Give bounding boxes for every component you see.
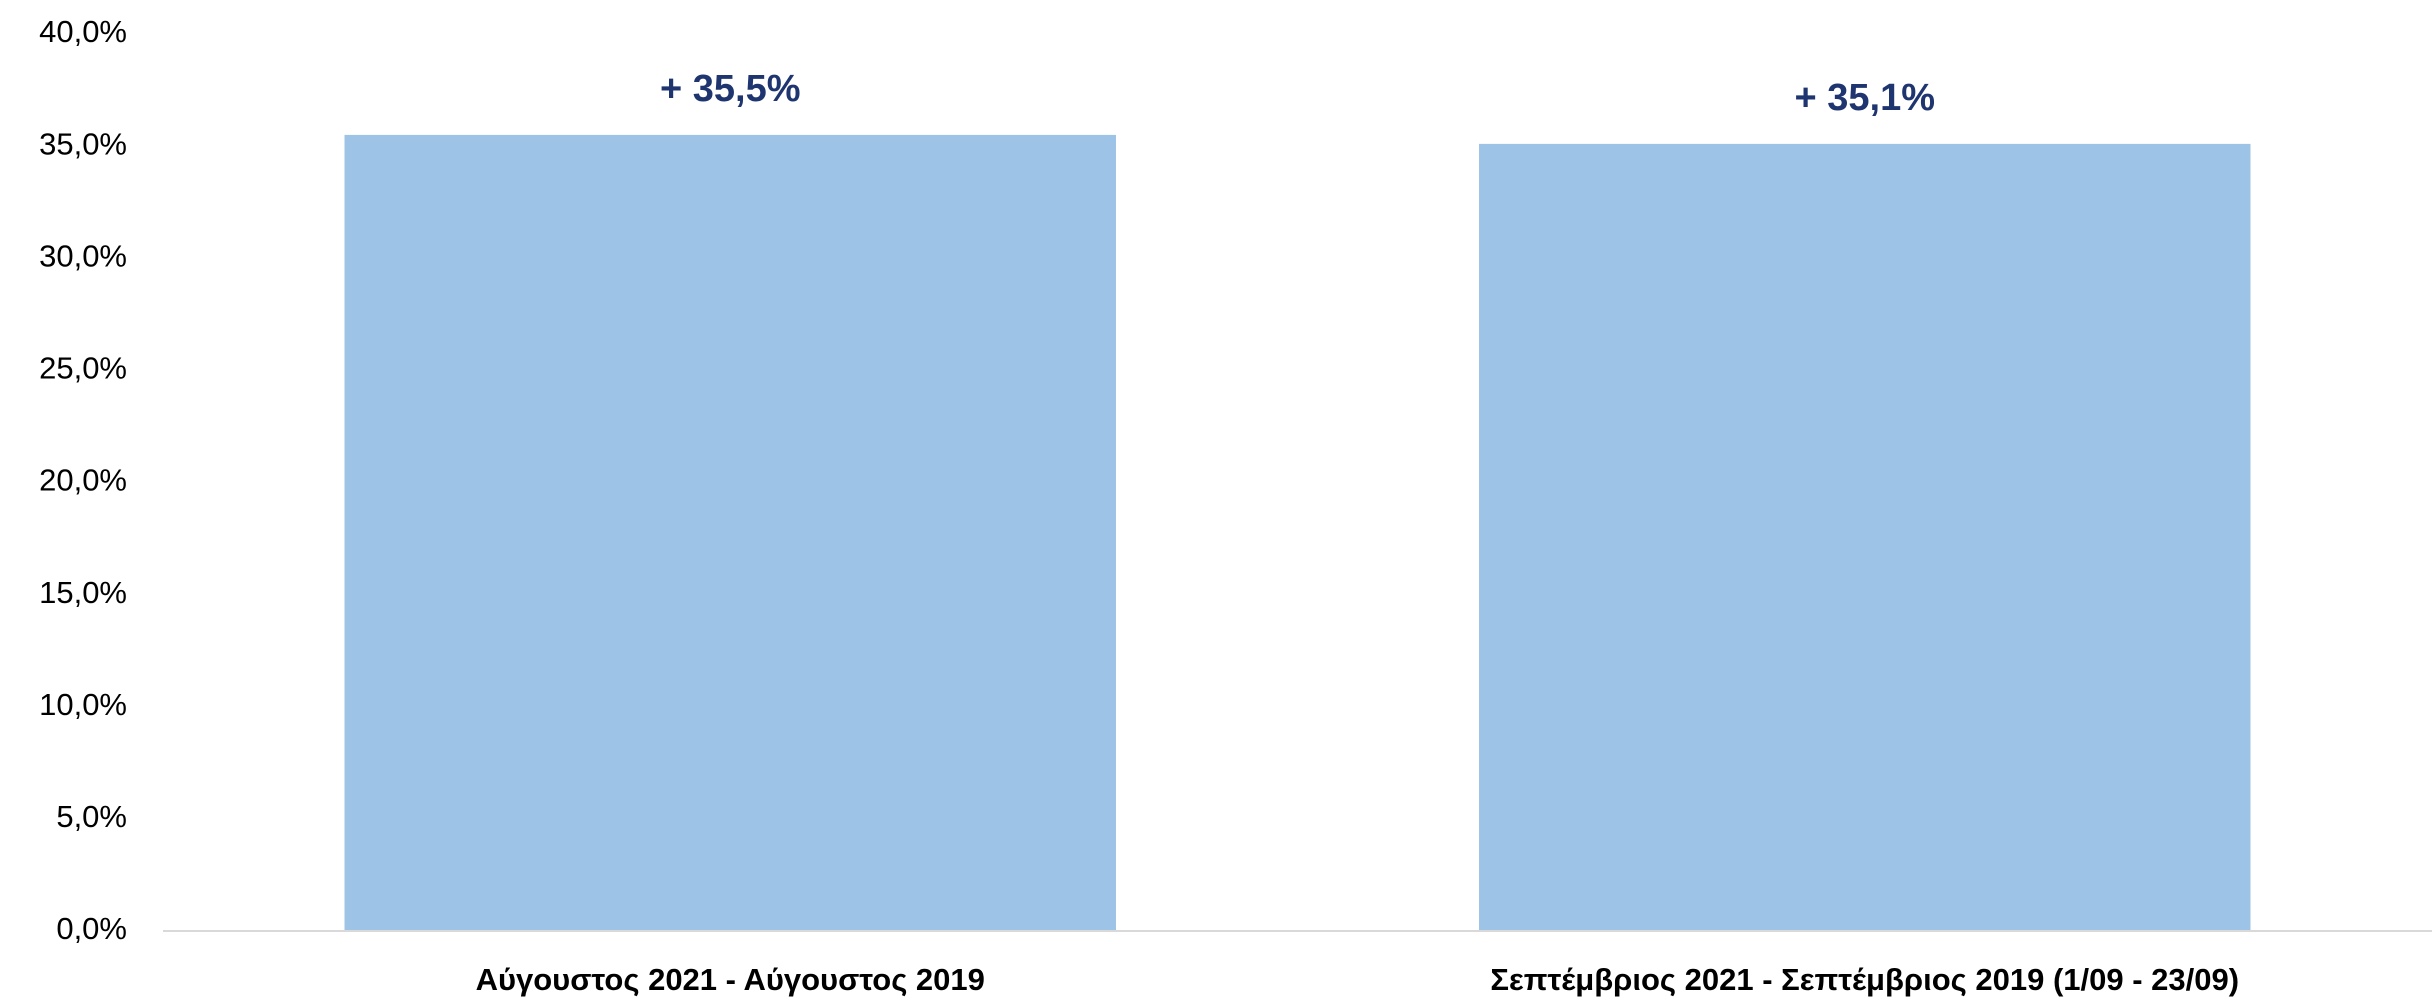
- y-tick-label: 40,0%: [39, 14, 127, 49]
- y-tick-label: 15,0%: [39, 575, 127, 610]
- y-tick-label: 20,0%: [39, 463, 127, 498]
- data-label: + 35,1%: [1795, 77, 1936, 119]
- bar: [344, 134, 1116, 932]
- x-tick-label: Σεπτέμβριος 2021 - Σεπτέμβριος 2019 (1/0…: [1490, 962, 2239, 997]
- bar: [1479, 143, 2251, 931]
- y-tick-label: 30,0%: [39, 238, 127, 273]
- x-tick-label: Αύγουστος 2021 - Αύγουστος 2019: [476, 962, 985, 997]
- data-label: + 35,5%: [660, 68, 801, 110]
- y-tick-label: 25,0%: [39, 351, 127, 386]
- y-tick-label: 5,0%: [56, 799, 127, 834]
- y-tick-label: 0,0%: [56, 911, 127, 946]
- y-tick-label: 35,0%: [39, 126, 127, 161]
- y-tick-label: 10,0%: [39, 687, 127, 722]
